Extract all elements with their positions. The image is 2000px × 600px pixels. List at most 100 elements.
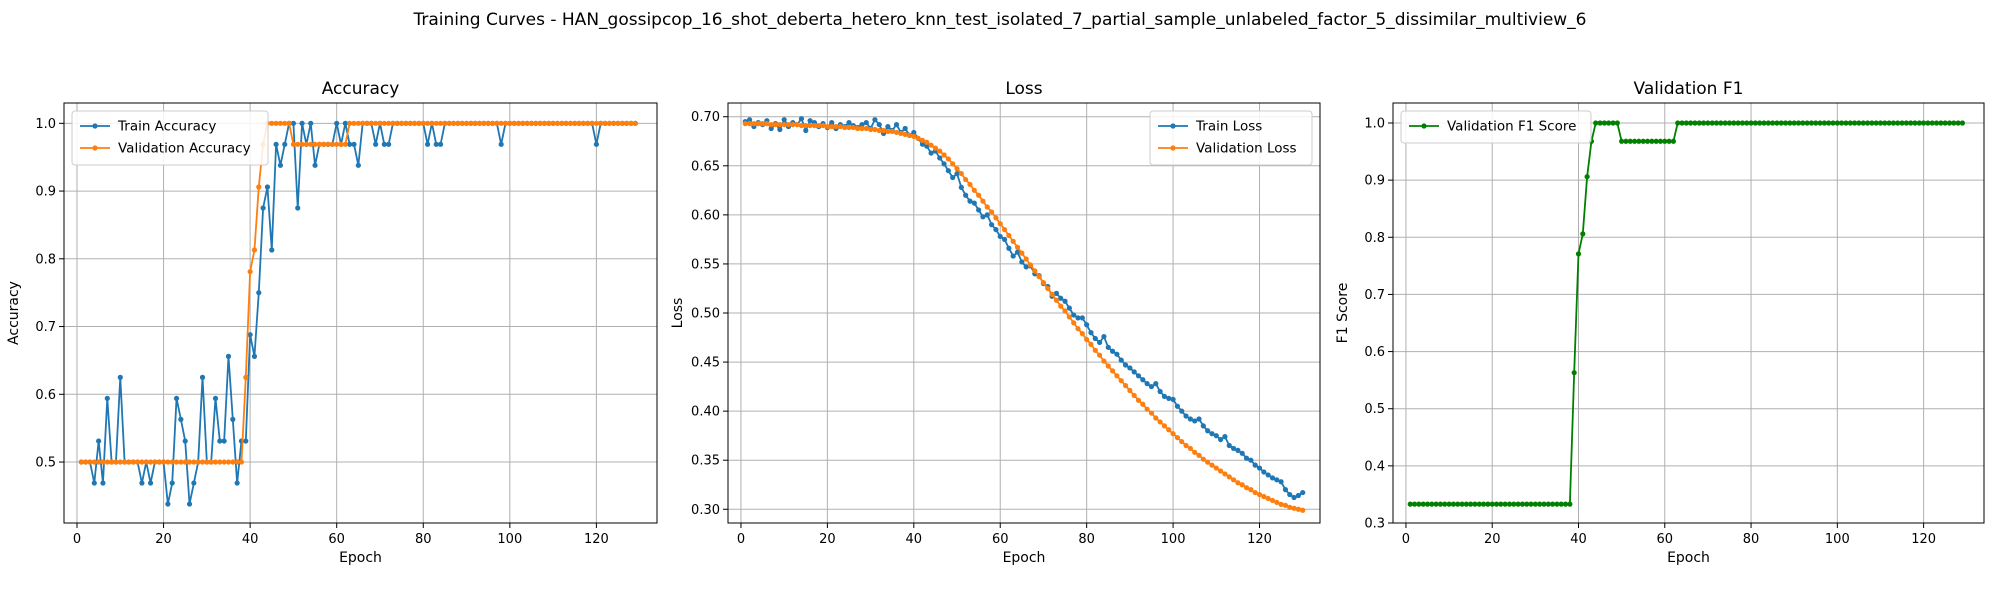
data-point (855, 125, 861, 132)
data-point (238, 459, 245, 465)
data-point (1252, 462, 1258, 468)
data-point (1597, 120, 1603, 126)
data-point (1066, 314, 1072, 320)
axes-frame (63, 102, 658, 524)
data-point (1097, 339, 1103, 346)
data-point (1261, 493, 1267, 500)
data-point (988, 222, 995, 228)
data-point (165, 501, 171, 507)
y-tick-label: 1.0 (35, 117, 56, 132)
data-point (1545, 501, 1551, 507)
data-point (1269, 475, 1276, 481)
data-point (173, 459, 180, 465)
data-point (902, 131, 908, 138)
data-point (747, 121, 753, 127)
data-point (96, 459, 102, 465)
data-point (494, 120, 500, 126)
data-point (1166, 427, 1172, 433)
data-point (1084, 336, 1090, 343)
data-point (624, 120, 630, 126)
y-tick-label: 0.40 (691, 405, 720, 420)
data-point (963, 176, 969, 183)
data-point (1226, 474, 1232, 480)
data-point (911, 129, 917, 136)
data-point (1256, 491, 1263, 498)
data-point (1873, 120, 1879, 126)
y-tick-label: 0.8 (1364, 231, 1385, 246)
data-point (1420, 501, 1426, 507)
data-point (967, 198, 973, 204)
data-point (256, 184, 262, 190)
data-point (593, 141, 600, 147)
data-point (747, 117, 753, 123)
data-point (1537, 501, 1543, 507)
data-point (381, 141, 387, 147)
y-tick-label: 0.35 (691, 454, 720, 469)
data-point (1295, 492, 1301, 499)
data-point (572, 120, 578, 126)
data-point (169, 480, 175, 486)
data-point (1071, 320, 1077, 326)
data-point (247, 269, 253, 275)
legend-label: Validation F1 Score (1447, 119, 1576, 135)
data-point (1101, 333, 1107, 340)
data-point (83, 459, 89, 465)
data-point (958, 171, 964, 177)
y-tick-label: 0.5 (1364, 402, 1385, 417)
data-point (1903, 120, 1909, 126)
data-point (1882, 120, 1888, 126)
y-tick-label: 0.9 (35, 185, 56, 200)
data-point (1774, 120, 1780, 126)
data-point (381, 120, 387, 126)
data-point (312, 162, 318, 168)
data-point (290, 141, 297, 147)
data-point (1424, 501, 1431, 507)
data-point (1765, 120, 1771, 126)
data-point (316, 141, 322, 147)
legend-label: Train Accuracy (117, 119, 216, 135)
data-point (1493, 501, 1500, 507)
data-point (502, 120, 509, 126)
data-point (1071, 312, 1077, 318)
data-point (399, 120, 405, 126)
data-point (1243, 455, 1250, 461)
data-point (472, 120, 478, 126)
data-point (234, 459, 240, 465)
legend-swatch-marker (1421, 123, 1427, 129)
data-point (803, 127, 809, 134)
data-point (1209, 431, 1215, 437)
data-point (338, 141, 344, 147)
data-point (863, 120, 869, 126)
x-tick-label: 60 (328, 532, 345, 547)
data-point (1856, 120, 1862, 126)
data-point (334, 141, 340, 147)
data-point (355, 162, 361, 168)
data-point (1200, 456, 1206, 462)
data-point (1929, 120, 1935, 126)
data-point (515, 120, 522, 126)
data-point (1131, 392, 1137, 399)
data-point (846, 120, 852, 126)
data-point (1226, 442, 1232, 449)
data-point (507, 120, 513, 126)
data-point (1088, 330, 1094, 336)
data-point (273, 141, 279, 147)
data-point (130, 459, 136, 465)
data-point (329, 141, 335, 147)
y-tick-label: 0.9 (1364, 174, 1385, 189)
data-point (251, 353, 258, 359)
data-point (1584, 174, 1590, 180)
data-point (585, 120, 591, 126)
data-point (632, 120, 638, 126)
data-point (433, 141, 439, 147)
x-axis-label: Epoch (1667, 550, 1710, 566)
data-point (1166, 395, 1172, 401)
data-point (1075, 326, 1081, 332)
data-point (945, 168, 951, 174)
data-point (182, 438, 188, 444)
data-point (1278, 501, 1284, 507)
figure-suptitle: Training Curves - HAN_gossipcop_16_shot_… (412, 10, 1586, 30)
data-point (1921, 120, 1927, 126)
data-point (755, 121, 761, 127)
data-point (1912, 120, 1918, 126)
